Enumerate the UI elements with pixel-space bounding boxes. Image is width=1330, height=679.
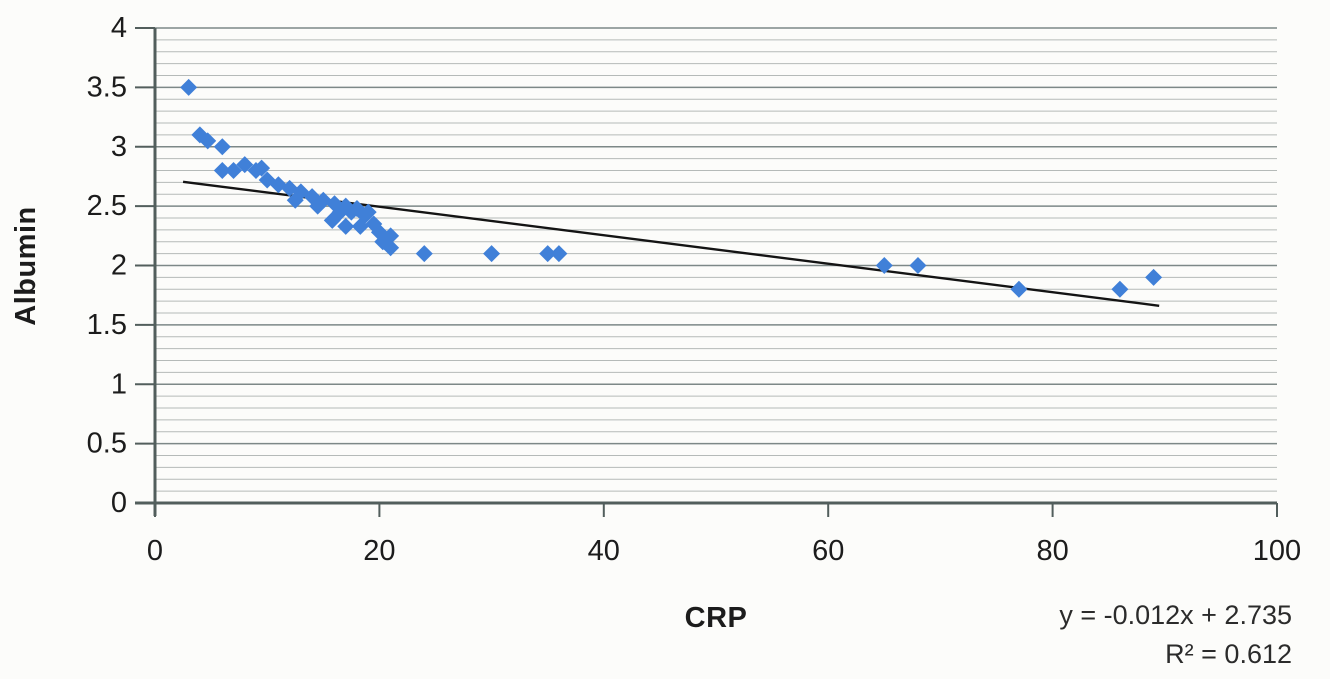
data-point-marker xyxy=(253,159,271,177)
r-squared-line: R² = 0.612 xyxy=(1165,639,1292,669)
data-point-marker xyxy=(180,78,198,96)
data-point-marker xyxy=(415,245,433,263)
y-tick-label: 0.5 xyxy=(87,428,127,460)
data-point-marker xyxy=(213,138,231,156)
y-tick-label: 1.5 xyxy=(87,309,127,341)
data-point-marker xyxy=(382,239,400,257)
y-tick-label: 2 xyxy=(111,250,127,282)
y-tick-label: 1 xyxy=(111,368,127,400)
data-point-marker xyxy=(875,257,893,274)
trendline-equation: y = -0.012x + 2.735 R² = 0.612 xyxy=(1059,596,1292,674)
y-tick-label: 4 xyxy=(111,12,127,44)
data-point-marker xyxy=(1145,268,1163,286)
data-point-marker xyxy=(483,245,501,263)
y-tick-label: 0 xyxy=(111,487,127,519)
data-point-marker xyxy=(1010,280,1028,298)
data-point-marker xyxy=(236,156,254,174)
x-axis-title: CRP xyxy=(684,602,748,634)
y-tick-label: 2.5 xyxy=(87,190,127,222)
x-tick-label: 80 xyxy=(1036,535,1068,567)
x-tick-label: 40 xyxy=(588,535,620,567)
x-tick-label: 0 xyxy=(147,535,163,567)
data-point-marker xyxy=(382,227,400,245)
data-point-marker xyxy=(539,245,557,263)
data-point-marker xyxy=(359,203,377,221)
data-point-marker xyxy=(199,132,217,150)
y-tick-label: 3 xyxy=(111,131,127,163)
y-tick-label: 3.5 xyxy=(87,71,127,103)
data-point-marker xyxy=(213,162,231,179)
data-point-marker xyxy=(909,257,927,274)
y-axis-title: Albumin xyxy=(10,206,42,326)
data-point-marker xyxy=(337,217,355,235)
x-tick-label: 20 xyxy=(363,535,395,567)
data-point-marker xyxy=(1111,280,1129,298)
x-tick-label: 60 xyxy=(812,535,844,567)
data-point-marker xyxy=(550,245,568,263)
x-tick-label: 100 xyxy=(1253,535,1301,567)
data-point-marker xyxy=(225,162,243,179)
equation-line: y = -0.012x + 2.735 xyxy=(1059,600,1292,630)
